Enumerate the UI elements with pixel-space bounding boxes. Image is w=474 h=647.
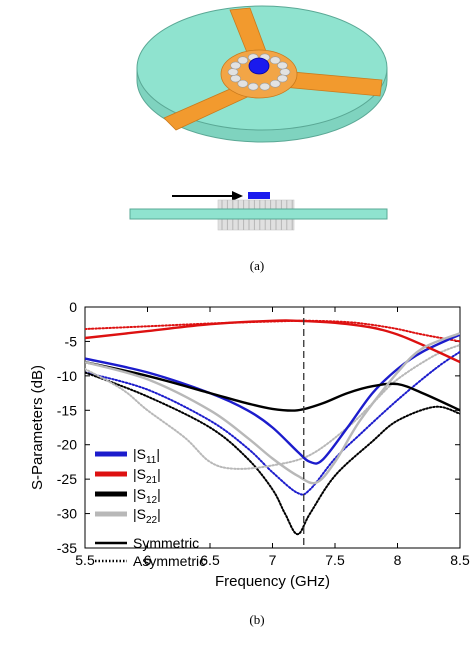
- via: [269, 56, 281, 65]
- via: [247, 82, 259, 91]
- y-tick-label: -10: [57, 368, 77, 384]
- x-tick-label: 7.5: [325, 552, 345, 568]
- caption-b: (b): [249, 612, 265, 627]
- s-parameter-chart: 5.5 6 6.5 7 7.5 8 8.5 0 -5 -10 -15 -20 -25 -30 -35 Freq…: [29, 299, 470, 590]
- y-tick-label: -35: [57, 540, 77, 556]
- x-tick-label: 6: [144, 552, 152, 568]
- side-substrate: [129, 208, 388, 220]
- feed-arrow-head: [232, 191, 243, 201]
- series-line-s12-symmetric: [85, 360, 460, 412]
- x-tick-label: 5.5: [75, 552, 95, 568]
- series-line-s11-asymmetric: [85, 350, 460, 496]
- via: [230, 61, 241, 70]
- via: [259, 82, 271, 91]
- x-tick-label: 6.5: [200, 552, 220, 568]
- x-axis-label: Frequency (GHz): [215, 573, 330, 590]
- legend-label: |S22|: [133, 506, 161, 526]
- series-line-s12-asymmetric: [85, 371, 460, 536]
- x-tick-label: 8: [394, 552, 402, 568]
- via: [277, 61, 288, 70]
- via-ring: [227, 53, 291, 91]
- side-feed: [248, 192, 270, 199]
- caption-a: (a): [249, 258, 265, 273]
- y-tick-label: 0: [69, 299, 77, 315]
- via: [269, 79, 281, 88]
- legend-label: |S11|: [133, 446, 160, 466]
- legend: |S11||S21||S12||S22| Symmetric Asymmetric: [95, 446, 206, 569]
- legend-style-label: Asymmetric: [133, 553, 206, 569]
- y-tick-label: -25: [57, 471, 77, 487]
- series-line-s22-asymmetric: [85, 343, 460, 470]
- series-group: [85, 319, 460, 536]
- y-tick-label: -15: [57, 402, 77, 418]
- y-tick-label: -30: [57, 506, 77, 522]
- legend-label: |S12|: [133, 486, 161, 506]
- y-tick-label: -5: [65, 333, 78, 349]
- x-tick-label: 7: [269, 552, 277, 568]
- x-tick-label: 8.5: [450, 552, 470, 568]
- via: [237, 56, 249, 65]
- y-tick-label: -20: [57, 437, 77, 453]
- legend-style-label: Symmetric: [133, 535, 199, 551]
- antenna-illustration: [129, 5, 388, 231]
- via: [227, 68, 239, 76]
- via: [230, 74, 241, 83]
- series-line-s22-symmetric: [85, 332, 460, 485]
- center-feed: [248, 57, 270, 75]
- via: [277, 74, 288, 83]
- series-line-s21-symmetric: [85, 319, 460, 364]
- via: [237, 79, 249, 88]
- via: [279, 68, 291, 76]
- legend-label: |S21|: [133, 466, 161, 486]
- y-axis-label: S-Parameters (dB): [29, 365, 46, 490]
